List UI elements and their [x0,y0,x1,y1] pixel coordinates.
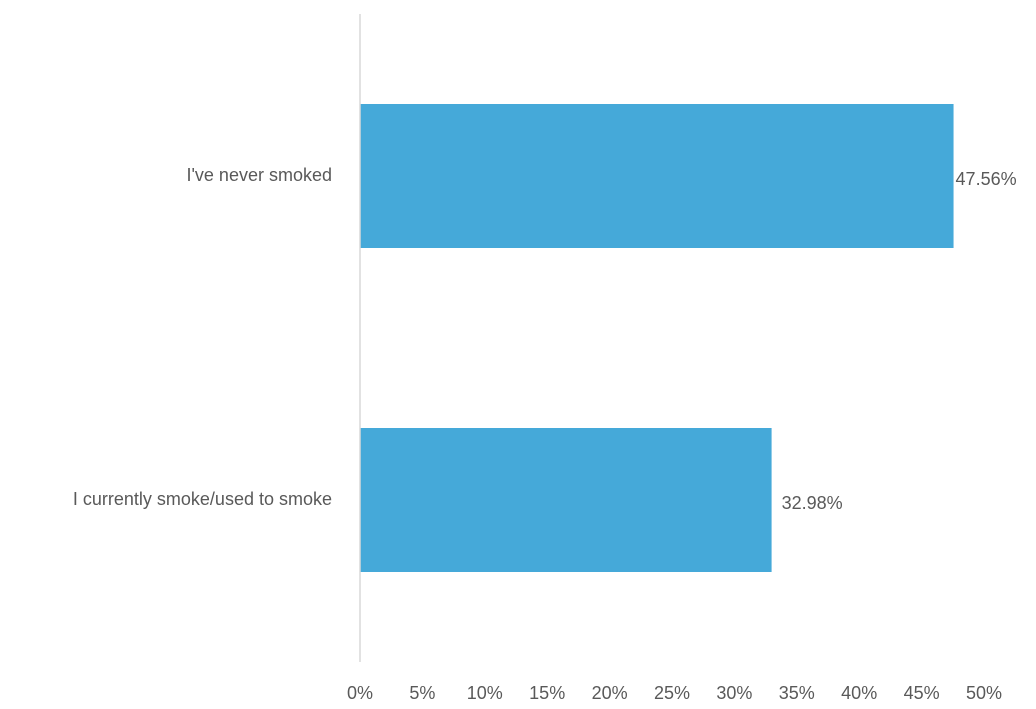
bar [360,104,954,248]
bars-group [360,104,954,572]
x-tick-label: 30% [716,683,752,703]
x-tick-label: 50% [966,683,1002,703]
category-labels: I've never smoked I currently smoke/used … [73,165,332,509]
x-tick-label: 10% [467,683,503,703]
bar [360,428,772,572]
x-tick-label: 15% [529,683,565,703]
data-label: 32.98% [782,493,843,513]
x-tick-label: 5% [409,683,435,703]
x-tick-label: 35% [779,683,815,703]
category-label: I've never smoked [186,165,332,185]
data-labels: 47.56% 32.98% [782,169,1017,513]
x-tick-label: 0% [347,683,373,703]
x-tick-label: 20% [592,683,628,703]
x-tick-label: 45% [904,683,940,703]
x-tick-label: 25% [654,683,690,703]
data-label: 47.56% [956,169,1017,189]
x-tick-label: 40% [841,683,877,703]
x-axis-ticks: 0% 5% 10% 15% 20% 25% 30% 35% 40% 45% 50% [347,683,1002,703]
category-label: I currently smoke/used to smoke [73,489,332,509]
